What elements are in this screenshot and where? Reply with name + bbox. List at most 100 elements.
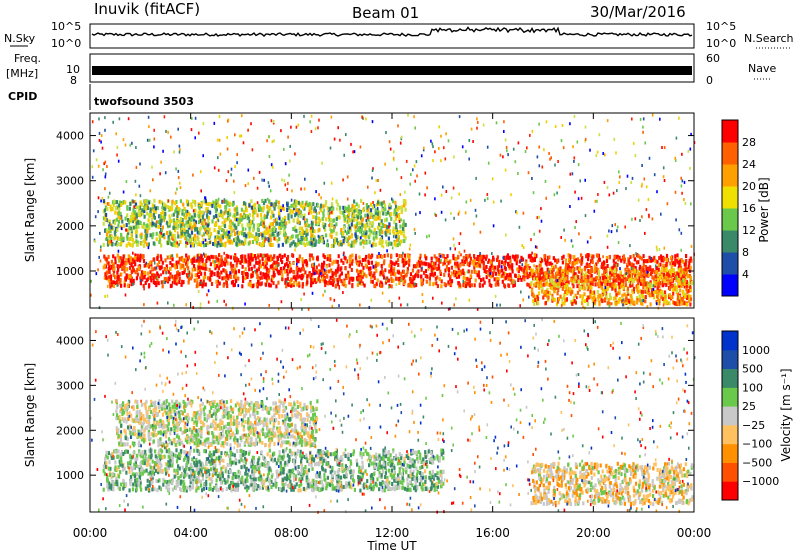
heatmap-cell xyxy=(636,278,639,283)
heatmap-cell xyxy=(323,208,325,212)
heatmap-cell xyxy=(365,208,369,213)
heatmap-cell xyxy=(125,261,128,266)
heatmap-cell xyxy=(166,255,169,260)
heatmap-cell xyxy=(244,237,247,242)
heatmap-cell xyxy=(551,270,554,274)
heatmap-cell xyxy=(451,271,454,276)
heatmap-cell xyxy=(253,210,256,215)
heatmap-cell xyxy=(662,281,665,286)
heatmap-cell xyxy=(196,273,199,277)
heatmap-cell xyxy=(319,279,322,284)
heatmap-cell xyxy=(344,256,347,261)
heatmap-cell xyxy=(251,220,254,225)
heatmap-cell xyxy=(540,280,543,285)
heatmap-cell xyxy=(149,233,152,238)
heatmap-cell xyxy=(323,279,326,284)
heatmap-cell xyxy=(449,277,452,282)
heatmap-cell xyxy=(493,269,496,274)
heatmap-cell xyxy=(378,252,380,255)
heatmap-cell xyxy=(631,117,633,121)
heatmap-cell xyxy=(176,243,179,248)
heatmap-cell xyxy=(452,186,455,190)
heatmap-cell xyxy=(214,201,217,206)
heatmap-cell xyxy=(492,255,495,260)
heatmap-cell xyxy=(263,233,266,238)
heatmap-cell xyxy=(629,293,633,298)
heatmap-cell xyxy=(293,261,295,265)
heatmap-cell xyxy=(339,242,341,246)
heatmap-cell xyxy=(321,262,324,267)
heatmap-cell xyxy=(131,269,134,274)
heatmap-cell xyxy=(466,254,469,259)
heatmap-cell xyxy=(235,207,238,212)
heatmap-cell xyxy=(250,253,253,258)
heatmap-cell xyxy=(372,167,374,171)
heatmap-cell xyxy=(652,259,654,263)
heatmap-cell xyxy=(615,301,618,306)
heatmap-cell xyxy=(368,240,371,245)
heatmap-cell xyxy=(330,229,333,233)
heatmap-cell xyxy=(127,258,130,263)
heatmap-cell xyxy=(469,256,472,261)
heatmap-cell xyxy=(195,258,198,263)
heatmap-cell xyxy=(652,284,655,288)
heatmap-cell xyxy=(548,282,551,287)
heatmap-cell xyxy=(178,243,180,247)
heatmap-cell xyxy=(328,263,331,268)
heatmap-cell xyxy=(302,205,305,210)
heatmap-cell xyxy=(584,278,587,283)
heatmap-cell xyxy=(504,138,507,142)
heatmap-cell xyxy=(615,263,618,267)
heatmap-cell xyxy=(223,231,226,236)
heatmap-cell xyxy=(614,288,617,293)
heatmap-cell xyxy=(259,282,262,287)
heatmap-cell xyxy=(209,262,212,267)
heatmap-cell xyxy=(606,245,609,249)
heatmap-cell xyxy=(199,270,201,274)
heatmap-cell xyxy=(458,263,461,268)
heatmap-cell xyxy=(478,257,482,261)
heatmap-cell xyxy=(197,283,200,288)
heatmap-cell xyxy=(297,200,300,205)
heatmap-cell xyxy=(229,261,232,266)
heatmap-cell xyxy=(274,202,277,207)
heatmap-cell xyxy=(383,253,386,258)
heatmap-cell xyxy=(141,275,144,280)
heatmap-cell xyxy=(402,199,405,203)
heatmap-cell xyxy=(351,203,354,208)
heatmap-cell xyxy=(335,216,338,221)
heatmap-cell xyxy=(400,303,402,307)
heatmap-cell xyxy=(264,239,266,243)
heatmap-cell xyxy=(622,285,625,290)
heatmap-cell xyxy=(134,256,137,260)
heatmap-cell xyxy=(265,257,268,262)
heatmap-cell xyxy=(358,211,361,215)
heatmap-cell xyxy=(662,303,665,307)
heatmap-cell xyxy=(329,206,332,211)
heatmap-cell xyxy=(268,184,270,188)
heatmap-cell xyxy=(504,259,507,264)
heatmap-cell xyxy=(198,231,201,236)
heatmap-cell xyxy=(270,202,273,207)
heatmap-cell xyxy=(462,275,465,280)
heatmap-cell xyxy=(580,196,583,200)
heatmap-cell xyxy=(130,232,133,237)
heatmap-cell xyxy=(536,277,539,282)
heatmap-cell xyxy=(301,226,304,231)
heatmap-cell xyxy=(185,229,188,234)
heatmap-cell xyxy=(117,215,120,219)
heatmap-cell xyxy=(450,282,453,287)
heatmap-cell xyxy=(661,146,663,149)
heatmap-cell xyxy=(498,262,501,267)
heatmap-cell xyxy=(174,222,177,227)
heatmap-cell xyxy=(254,209,257,214)
heatmap-cell xyxy=(147,246,150,250)
heatmap-cell xyxy=(332,259,335,264)
heatmap-cell xyxy=(686,290,689,295)
heatmap-cell xyxy=(129,259,132,264)
heatmap-cell xyxy=(446,267,449,272)
heatmap-cell xyxy=(450,211,452,215)
heatmap-cell xyxy=(211,203,214,208)
heatmap-cell xyxy=(196,230,199,235)
heatmap-cell xyxy=(171,281,174,284)
